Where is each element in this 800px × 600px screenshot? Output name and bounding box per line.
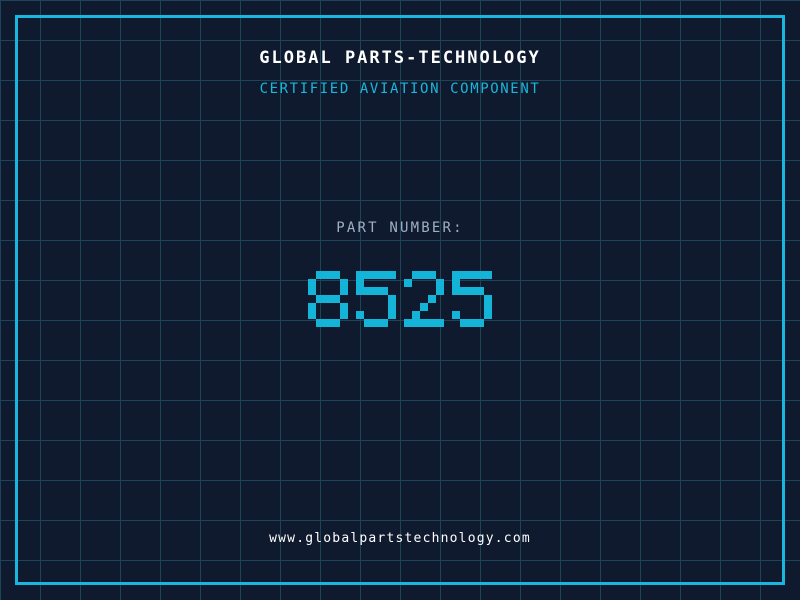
- footer-url: www.globalpartstechnology.com: [269, 531, 531, 546]
- card-subtitle: CERTIFIED AVIATION COMPONENT: [259, 81, 541, 97]
- part-number-value: [0, 266, 800, 332]
- page-title: GLOBAL PARTS-TECHNOLOGY: [259, 48, 541, 68]
- part-number-label: PART NUMBER:: [336, 220, 464, 236]
